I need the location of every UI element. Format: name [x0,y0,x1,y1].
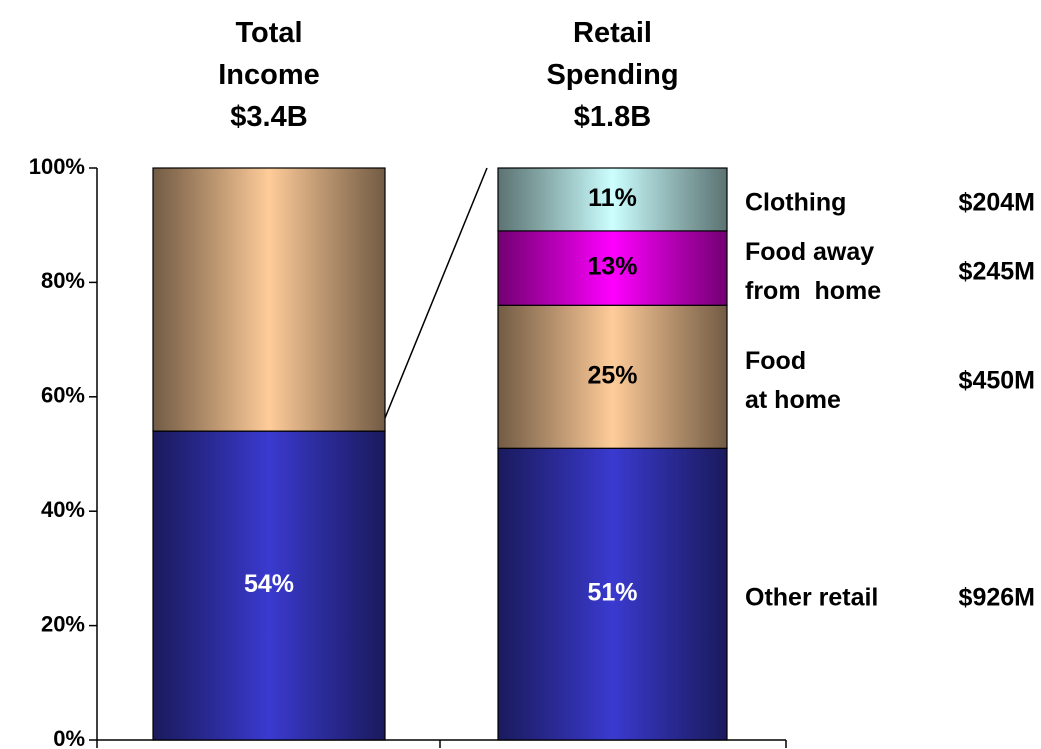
segment-name: Food at home [745,346,841,414]
bar-segment [497,167,728,232]
data-label: 54% [244,570,294,598]
bar-segment [497,447,728,741]
y-tick-label: 40% [41,497,85,522]
segment-name: Clothing [745,188,847,217]
segment-amount: $245M [958,257,1035,286]
data-label: 13% [587,253,637,281]
y-tick-label: 20% [41,611,85,636]
segment-name: Other retail [745,583,879,612]
segment-amount: $204M [958,188,1035,217]
category-label: Total Income $3.4B [218,17,320,133]
segment-name: Food away from home [745,238,882,306]
bar-segment [152,430,386,741]
y-tick-label: 80% [41,268,85,293]
y-tick-label: 60% [41,383,85,408]
y-tick-label: 100% [29,154,85,179]
segment-amount: $450M [958,366,1035,395]
segment-amount: $926M [958,583,1035,612]
data-label: 51% [587,579,637,607]
y-tick-label: 0% [53,726,85,749]
bar-segment [152,167,386,432]
bar-segment [497,230,728,306]
bar-segment [497,304,728,449]
data-label: 25% [587,361,637,389]
category-label: Retail Spending $1.8B [546,17,679,133]
connector-line [375,167,488,441]
data-label: 11% [588,184,637,212]
